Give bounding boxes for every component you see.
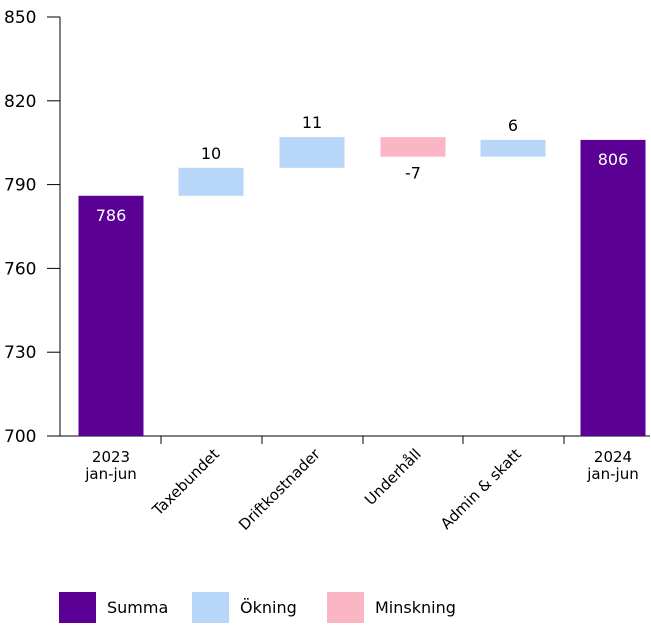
x-category-label: Taxebundet — [148, 445, 223, 520]
x-category-label: jan-jun — [586, 465, 638, 483]
bar-decrease — [380, 137, 446, 157]
legend-swatch-decrease — [327, 592, 364, 623]
x-category-label: jan-jun — [84, 465, 136, 483]
y-tick-label: 760 — [4, 259, 36, 279]
x-category-label: Underhåll — [361, 445, 425, 509]
data-label: 6 — [508, 116, 518, 135]
legend-label: Ökning — [240, 598, 297, 617]
x-category-label: Admin & skatt — [437, 445, 525, 533]
x-category-label: Driftkostnader — [235, 445, 324, 534]
y-tick-label: 730 — [4, 343, 36, 363]
x-category-label: 2023 — [92, 448, 130, 466]
bar-increase — [178, 167, 244, 196]
bars — [78, 137, 646, 436]
data-label: -7 — [405, 164, 421, 183]
data-labels: 786 10 11 -7 6 806 — [96, 113, 629, 225]
legend: Summa Ökning Minskning — [59, 592, 456, 623]
y-tick-label: 700 — [4, 427, 36, 447]
bar-total — [580, 139, 646, 436]
legend-swatch-total — [59, 592, 96, 623]
data-label: 10 — [201, 144, 221, 163]
x-category-label: 2024 — [594, 448, 632, 466]
bar-total — [78, 195, 144, 436]
bar-increase — [279, 137, 345, 168]
data-label: 786 — [96, 206, 127, 225]
y-tick-label: 820 — [4, 92, 36, 112]
y-tick-label: 790 — [4, 176, 36, 196]
bar-increase — [480, 139, 546, 157]
legend-label: Summa — [107, 598, 168, 617]
legend-swatch-increase — [192, 592, 229, 623]
data-label: 11 — [302, 113, 322, 132]
data-label: 806 — [598, 150, 629, 169]
y-tick-label: 850 — [4, 8, 36, 28]
legend-label: Minskning — [375, 598, 456, 617]
